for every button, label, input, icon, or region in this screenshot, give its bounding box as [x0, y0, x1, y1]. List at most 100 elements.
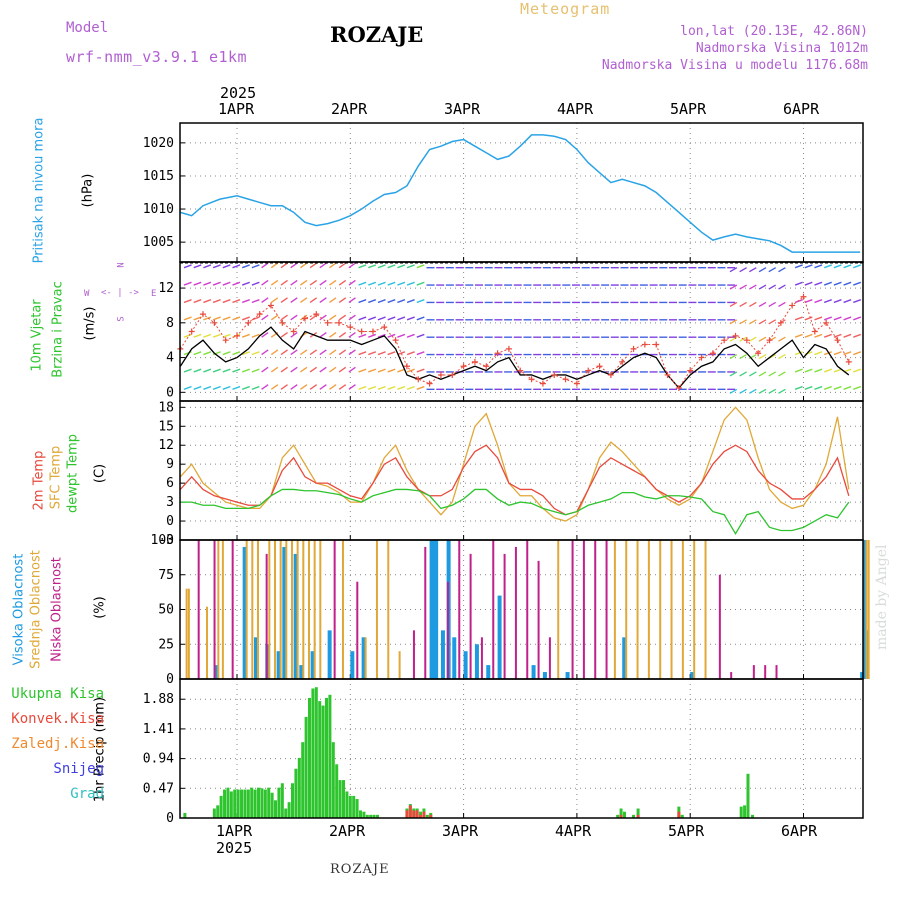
wind-arrow	[212, 316, 221, 321]
wind-arrow	[397, 333, 406, 338]
precip-total-bar	[751, 814, 755, 818]
gust-marker	[347, 324, 354, 331]
wind-arrow	[280, 384, 288, 390]
wind-arrow	[270, 279, 279, 286]
precip-total-bar	[746, 773, 750, 818]
wind-arrow	[833, 299, 842, 304]
precip-total-bar	[362, 811, 366, 818]
cloud-high-bar	[860, 672, 865, 679]
gust-marker	[789, 302, 796, 309]
top-day-label-2: 2APR	[331, 100, 368, 118]
wind-arrow	[739, 388, 747, 394]
gust-marker	[619, 358, 626, 365]
wind-arrow	[251, 333, 260, 338]
precip-total-bar	[345, 791, 349, 818]
wind-arrow	[193, 333, 202, 338]
wind-arrow	[338, 332, 347, 338]
wind-gust-line	[179, 295, 850, 389]
cloud-mid-bar	[187, 588, 190, 679]
temp-tick-label: 12	[158, 438, 174, 453]
wind-arrow	[814, 316, 823, 321]
cloud-high-bar	[361, 637, 366, 679]
precip-total-bar	[304, 716, 308, 818]
wind-arrow	[309, 384, 318, 390]
precip-total-bar	[246, 789, 250, 818]
wind-arrow	[299, 349, 308, 356]
wind-arrow	[251, 368, 260, 373]
wind-arrow	[309, 262, 318, 269]
wind-arrow	[319, 349, 327, 356]
precip-total-bar	[365, 814, 369, 818]
wind-arrow	[290, 262, 298, 269]
wind-arrow	[814, 264, 823, 269]
wind-arrow	[261, 262, 269, 269]
wind-arrow	[338, 297, 347, 304]
wind-arrow	[261, 314, 269, 321]
wind-arrow	[758, 284, 767, 290]
wind-arrow	[193, 264, 202, 269]
wind-arrow	[251, 385, 260, 390]
legend-total-rain: Ukupna Kisa	[11, 686, 104, 702]
cloud-high-bar	[434, 540, 439, 679]
wind-arrow	[823, 351, 832, 356]
wind-arrow	[823, 264, 832, 269]
gust-marker	[800, 293, 807, 300]
gust-marker	[653, 341, 660, 348]
wind-arrow	[387, 281, 396, 286]
wind-arrow	[241, 333, 250, 338]
wind-arrow	[193, 351, 202, 356]
wind-arrow	[338, 314, 347, 321]
wind-arrow	[377, 351, 386, 356]
gust-marker	[777, 319, 784, 326]
wind-arrow	[212, 351, 221, 356]
wind-arrow	[299, 314, 308, 321]
wind-arrow	[416, 333, 425, 338]
wind-arrow	[261, 349, 269, 356]
wind-arrow	[833, 385, 842, 390]
wind-arrow	[319, 384, 327, 390]
wind-arrow	[241, 299, 250, 304]
elevation-label: Nadmorska Visina 1012m	[695, 41, 868, 56]
wind-arrow	[212, 264, 221, 269]
cloud-tick-label: 50	[158, 603, 174, 618]
wind-arrow	[241, 385, 250, 390]
wind-arrow	[358, 316, 367, 321]
precip-total-bar	[321, 705, 325, 818]
wind-arrow	[853, 264, 862, 269]
wind-arrow	[758, 336, 767, 342]
temp-2m-line	[179, 444, 850, 516]
gust-marker	[721, 337, 728, 344]
precip-conv-bar	[429, 814, 433, 818]
wind-arrow	[823, 299, 832, 304]
cloud-mid-bar	[185, 588, 188, 679]
cloud-tick-label: 100	[151, 533, 174, 548]
bottom-day-label-4: 4APR	[555, 822, 592, 840]
cloud-mid-bar	[375, 540, 378, 679]
wind-arrow	[193, 385, 202, 390]
wind-arrow	[729, 371, 738, 377]
cloud-low-bar	[514, 546, 517, 679]
wind-arrow	[358, 368, 367, 373]
precip-total-bar	[291, 783, 295, 818]
cloud-low-bar	[356, 581, 359, 679]
gust-marker	[664, 371, 671, 378]
precip-conv-bar	[636, 814, 640, 818]
wind-arrow	[319, 262, 327, 269]
wind-arrow	[778, 284, 786, 290]
precip-total-bar	[358, 810, 362, 818]
wind-arrow	[843, 299, 852, 304]
top-day-label-6: 6APR	[783, 100, 820, 118]
gust-marker	[755, 350, 762, 357]
temp-sfc-line	[179, 406, 850, 522]
wind-arrow	[739, 319, 747, 325]
wind-arrow	[241, 368, 250, 373]
cloud-mid-bar	[206, 606, 209, 679]
wind-arrow	[843, 385, 852, 390]
cloud-high-bar	[622, 637, 627, 679]
wind-arrow	[768, 301, 777, 308]
wind-arrow	[280, 349, 288, 356]
gust-marker	[335, 319, 342, 326]
wind-arrow	[377, 385, 386, 390]
wind-arrow	[833, 281, 842, 286]
wind-arrow	[299, 384, 308, 390]
